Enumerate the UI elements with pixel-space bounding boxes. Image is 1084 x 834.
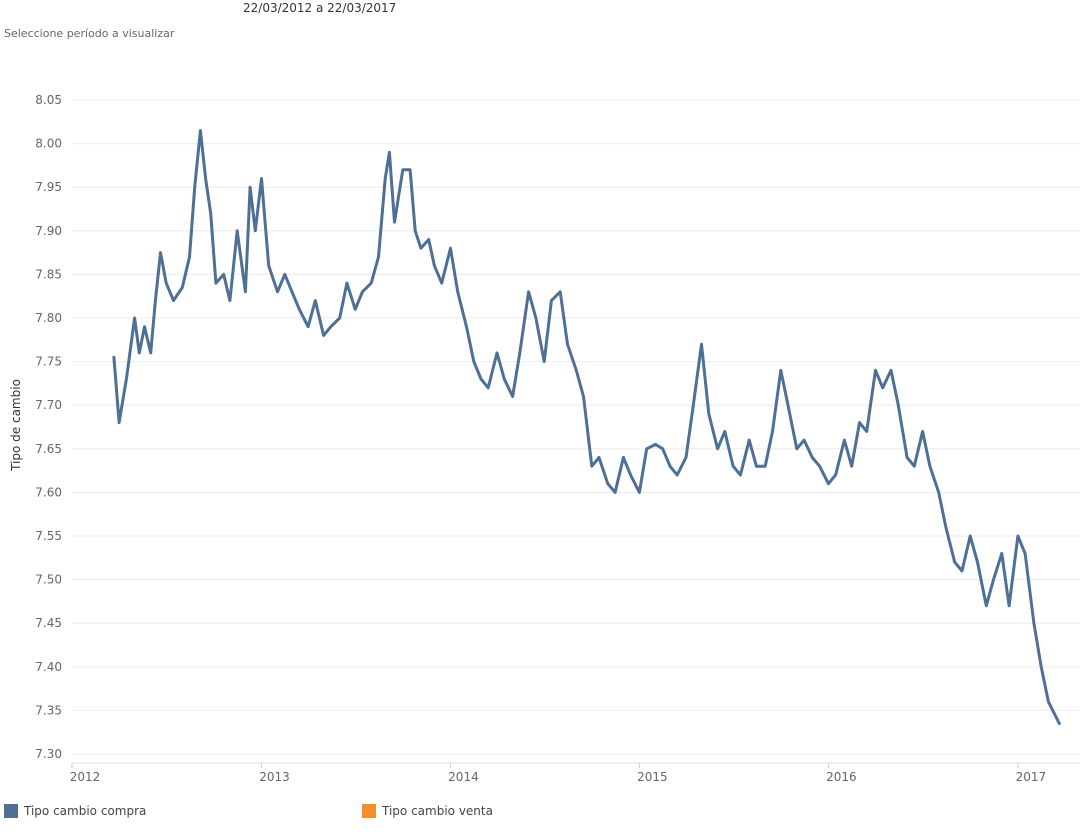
y-tick-label: 7.85 bbox=[35, 267, 62, 281]
series-line-0[interactable] bbox=[112, 129, 1061, 725]
y-tick-label: 7.60 bbox=[35, 485, 62, 499]
y-tick-label: 7.90 bbox=[35, 224, 62, 238]
y-tick-label: 7.80 bbox=[35, 311, 62, 325]
x-tick-label: 2014 bbox=[448, 770, 479, 784]
y-axis: 8.05 8.00 7.95 7.90 7.85 7.80 7.75 7.70 7.65 7.60… bbox=[35, 93, 62, 761]
period-selector-prompt[interactable]: Seleccione período a visualizar bbox=[4, 27, 175, 40]
x-tick-label: 2017 bbox=[1016, 770, 1047, 784]
x-tick-label: 2012 bbox=[70, 770, 101, 784]
y-tick-label: 7.50 bbox=[35, 573, 62, 587]
x-axis: 2012 2013 2014 2015 2016 2017 bbox=[70, 763, 1046, 784]
series-layer bbox=[112, 129, 1061, 725]
legend-item-venta[interactable]: Tipo cambio venta bbox=[362, 803, 493, 819]
x-tick-label: 2016 bbox=[826, 770, 857, 784]
legend-swatch-venta bbox=[362, 804, 376, 818]
legend-label-venta: Tipo cambio venta bbox=[382, 804, 493, 818]
y-tick-label: 8.05 bbox=[35, 93, 62, 107]
y-tick-label: 7.70 bbox=[35, 398, 62, 412]
y-tick-label: 8.00 bbox=[35, 137, 62, 151]
legend-label-compra: Tipo cambio compra bbox=[24, 804, 147, 818]
legend-item-compra[interactable]: Tipo cambio compra bbox=[4, 803, 146, 819]
x-tick-label: 2013 bbox=[259, 770, 290, 784]
y-tick-label: 7.40 bbox=[35, 660, 62, 674]
y-tick-label: 7.95 bbox=[35, 180, 62, 194]
y-tick-label: 7.65 bbox=[35, 442, 62, 456]
y-tick-label: 7.45 bbox=[35, 616, 62, 630]
y-tick-label: 7.55 bbox=[35, 529, 62, 543]
gridlines bbox=[72, 99, 1080, 764]
y-tick-label: 7.75 bbox=[35, 355, 62, 369]
date-range-label: 22/03/2012 a 22/03/2017 bbox=[243, 1, 397, 15]
legend-swatch-compra bbox=[4, 804, 18, 818]
y-tick-label: 7.35 bbox=[35, 703, 62, 717]
y-axis-label: Tipo de cambio bbox=[9, 379, 23, 472]
x-tick-label: 2015 bbox=[637, 770, 668, 784]
y-tick-label: 7.30 bbox=[35, 747, 62, 761]
